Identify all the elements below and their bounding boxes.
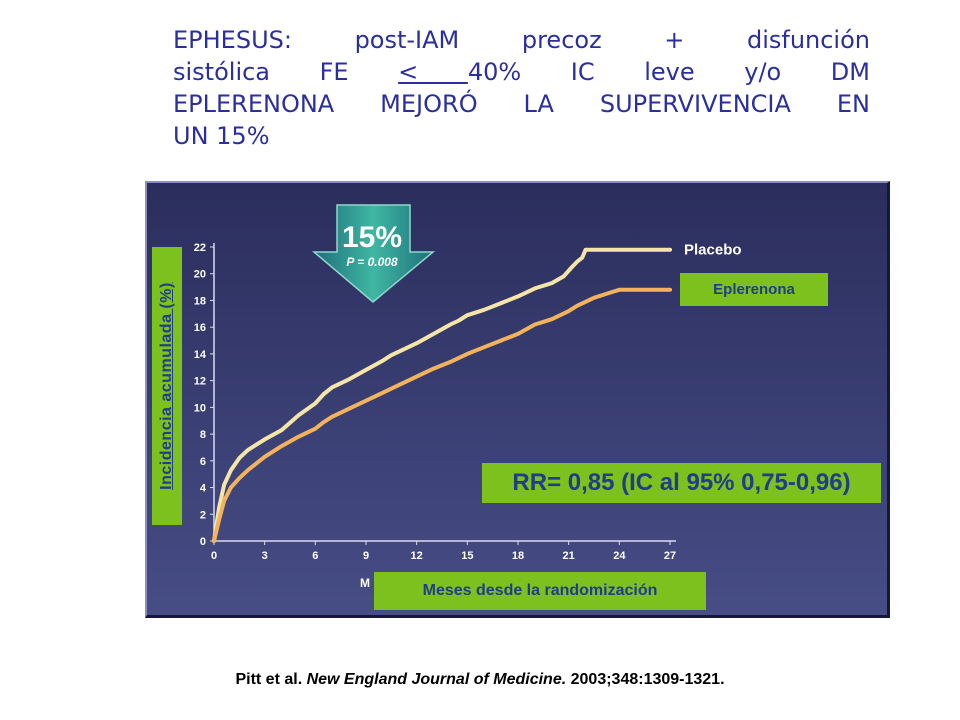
x-tick-label: 12 [411, 550, 423, 562]
x-tick-label: 21 [563, 550, 575, 562]
y-tick-label: 18 [194, 295, 206, 307]
study-acronym: EPHESUS [173, 26, 284, 54]
series-label-placebo: Placebo [684, 242, 742, 259]
y-axis-label-box [152, 247, 182, 525]
y-tick-label: 22 [194, 242, 206, 254]
x-tick-label: 3 [262, 550, 268, 562]
y-tick-label: 2 [200, 509, 206, 521]
x-tick-label: 15 [461, 550, 473, 562]
journal-name: New England Journal of Medicine. [306, 671, 567, 688]
series-line-eplerenona [212, 287, 672, 543]
reduction-badge: 15% P = 0.008 [311, 204, 436, 303]
x-tick-label: 27 [664, 550, 676, 562]
badge-percent: 15% [342, 221, 402, 254]
relative-risk-label: RR= 0,85 (IC al 95% 0,75-0,96) [482, 463, 881, 503]
down-arrow-icon [311, 204, 436, 303]
y-tick-label: 16 [194, 322, 206, 334]
slide-title: EPHESUS: post-IAM precoz + disfunción si… [173, 24, 870, 152]
title-line-4: UN 15% [173, 122, 270, 150]
legend-eplerenona: Eplerenona [680, 273, 828, 306]
title-line-3: EPLERENONA MEJORÓ LA SUPERVIVENCIA EN [173, 90, 870, 118]
series-line-placebo [212, 247, 672, 543]
x-axis-label: Meses desde la randomización [374, 572, 706, 610]
badge-pvalue: P = 0.008 [346, 255, 398, 269]
citation: Pitt et al. New England Journal of Medic… [235, 671, 725, 688]
y-tick-label: 4 [200, 483, 207, 495]
x-tick-label: 9 [363, 550, 369, 562]
y-tick-label: 10 [194, 402, 206, 414]
y-tick-label: 14 [194, 349, 207, 361]
chart-panel [145, 181, 890, 618]
y-tick-label: 6 [200, 456, 206, 468]
y-tick-label: 20 [194, 269, 206, 281]
x-tick-label: 0 [211, 550, 217, 562]
y-axis-label: Incidencia acumulada (%) [158, 282, 175, 490]
x-tick-label: 6 [312, 550, 318, 562]
title-line-2: sistólica FE < 40% IC leve y/o DM [173, 58, 870, 86]
x-tick-label: 18 [512, 550, 524, 562]
y-tick-label: 8 [200, 429, 206, 441]
x-tick-label: 24 [613, 550, 626, 562]
x-axis-label-stub: M [360, 576, 370, 590]
chart-series: Placebo [212, 242, 742, 543]
less-equal-symbol: < [398, 58, 468, 86]
title-line-1: EPHESUS: post-IAM precoz + disfunción [173, 26, 870, 54]
y-tick-label: 0 [200, 536, 206, 548]
y-tick-label: 12 [194, 376, 206, 388]
